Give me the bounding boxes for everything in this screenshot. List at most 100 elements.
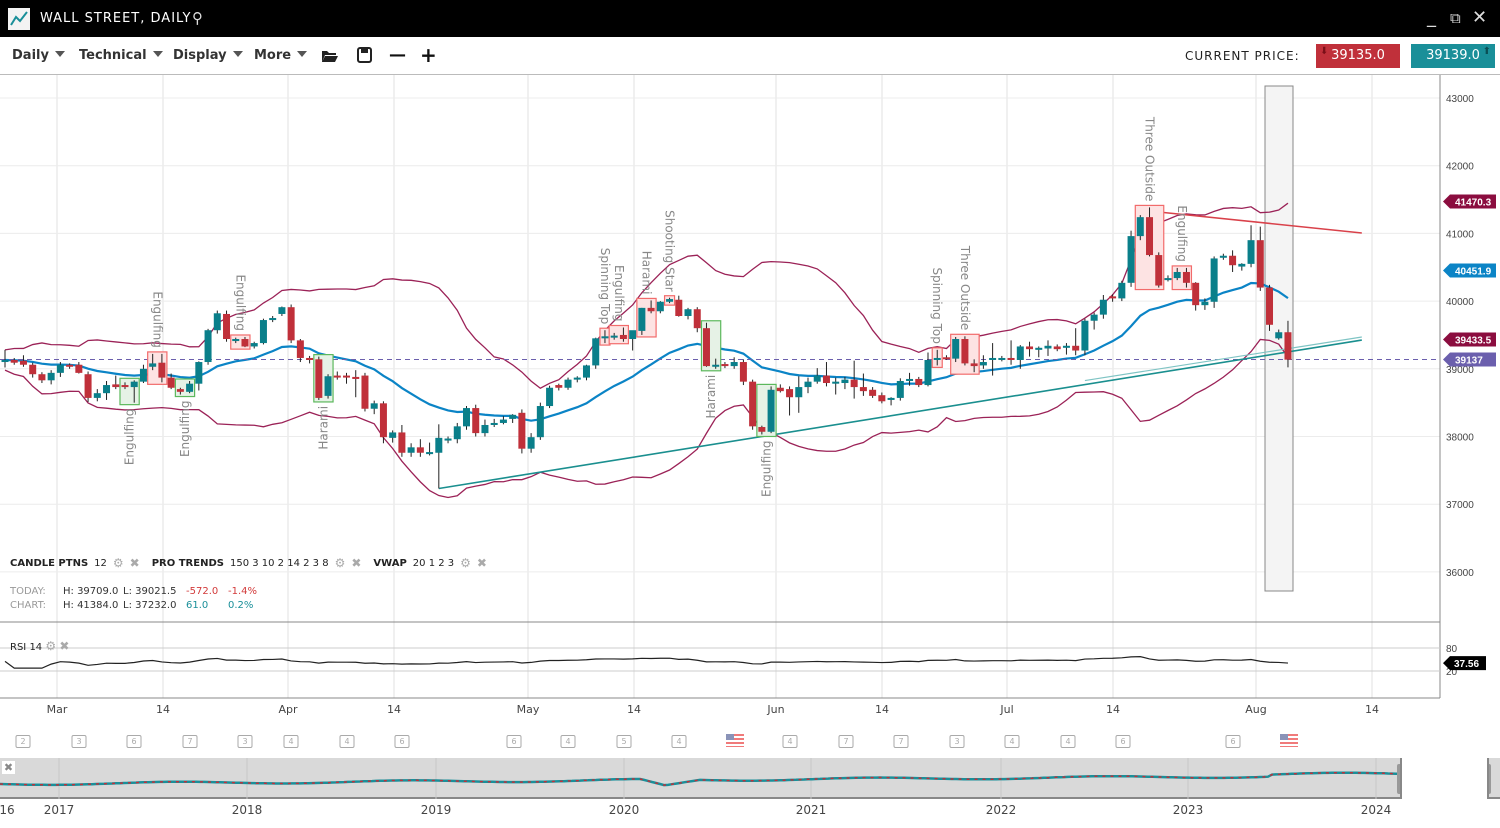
calendar-event-icon[interactable]: 3 xyxy=(237,735,253,748)
candle-body xyxy=(324,376,332,396)
calendar-event-icon[interactable]: 5 xyxy=(616,735,632,748)
search-icon[interactable]: ⚲ xyxy=(192,9,203,27)
calendar-event-icon[interactable]: 4 xyxy=(283,735,299,748)
candle xyxy=(555,383,563,391)
pattern-label: Three Outside xyxy=(958,245,972,331)
candle-body xyxy=(906,378,914,381)
candle xyxy=(186,380,194,394)
candle-body xyxy=(1007,357,1015,360)
calendar-event-icon[interactable]: 2 xyxy=(15,735,31,748)
pattern-label: Harami xyxy=(704,375,718,419)
candle xyxy=(887,397,895,406)
candle xyxy=(1201,298,1209,310)
calendar-event-icon[interactable]: 3 xyxy=(949,735,965,748)
candle-body xyxy=(942,357,950,360)
sell-price-button[interactable]: ⬇ 39135.0 xyxy=(1316,44,1400,68)
candle xyxy=(1266,284,1274,331)
candle-body xyxy=(1072,345,1080,351)
calendar-event-icon[interactable]: 7 xyxy=(893,735,909,748)
calendar-event-icon[interactable]: 4 xyxy=(1060,735,1076,748)
folder-open-icon[interactable] xyxy=(321,48,338,68)
x-tick-label: Jun xyxy=(767,703,785,716)
pattern-label: Engulfing xyxy=(150,291,164,348)
menu-display[interactable]: Display xyxy=(173,48,243,63)
title-bar: WALL STREET, DAILY ⚲ _ ⧉ ✕ xyxy=(0,0,1500,37)
candle-body xyxy=(1,359,9,363)
candle xyxy=(786,386,794,416)
calendar-event-icon[interactable]: 6 xyxy=(506,735,522,748)
candle-body xyxy=(832,381,840,384)
us-flag-icon[interactable] xyxy=(1280,734,1298,747)
calendar-event-icon[interactable]: 6 xyxy=(126,735,142,748)
calendar-event-icon[interactable]: 4 xyxy=(339,735,355,748)
chart-logo-icon xyxy=(8,8,30,30)
zoom-in-icon[interactable]: + xyxy=(420,43,437,67)
candle-body xyxy=(223,313,231,340)
candle-body xyxy=(149,363,157,367)
candle xyxy=(1081,318,1089,356)
us-flag-icon[interactable] xyxy=(726,734,744,747)
close-icon[interactable]: ✖ xyxy=(351,556,362,570)
price-tag-shape xyxy=(1443,332,1496,347)
candle-body xyxy=(389,432,397,438)
candle xyxy=(93,389,101,402)
save-icon[interactable] xyxy=(357,47,372,68)
candle xyxy=(767,386,775,434)
close-icon[interactable]: ✖ xyxy=(129,556,140,570)
calendar-event-icon[interactable]: 4 xyxy=(782,735,798,748)
price-tag: 39137 xyxy=(1443,352,1496,367)
candle xyxy=(112,375,120,390)
zoom-out-icon[interactable]: — xyxy=(389,45,406,65)
candle xyxy=(361,372,369,412)
candle-body xyxy=(176,389,184,392)
close-icon[interactable]: ✖ xyxy=(476,556,487,570)
candle-body xyxy=(924,359,932,386)
candle xyxy=(1090,312,1098,330)
calendar-event-icon[interactable]: 6 xyxy=(1225,735,1241,748)
calendar-event-icon[interactable]: 7 xyxy=(838,735,854,748)
buy-price-button[interactable]: 39139.0 ⬆ xyxy=(1411,44,1495,68)
candle xyxy=(398,424,406,457)
menu-daily[interactable]: Daily xyxy=(12,48,65,63)
calendar-event-icon[interactable]: 7 xyxy=(182,735,198,748)
navigator-window[interactable] xyxy=(1400,758,1489,799)
minimize-icon[interactable]: _ xyxy=(1427,7,1436,28)
sell-price: 39135.0 xyxy=(1331,48,1385,63)
calendar-event-icon[interactable]: 6 xyxy=(394,735,410,748)
x-tick-label: Aug xyxy=(1245,703,1267,716)
gear-icon[interactable]: ⚙ xyxy=(112,556,124,570)
gear-icon[interactable]: ⚙ xyxy=(45,639,57,653)
candle-body xyxy=(103,385,111,394)
candle xyxy=(1229,250,1237,272)
candle xyxy=(924,352,932,387)
candle xyxy=(306,355,314,364)
menu-technical[interactable]: Technical xyxy=(79,48,163,63)
gear-icon[interactable]: ⚙ xyxy=(460,556,471,570)
candle-body xyxy=(970,363,978,367)
calendar-event-icon[interactable]: 4 xyxy=(671,735,687,748)
gear-icon[interactable]: ⚙ xyxy=(334,556,346,570)
price-tag: 41470.3 xyxy=(1443,194,1496,209)
popout-icon[interactable]: ⧉ xyxy=(1450,9,1461,27)
close-icon[interactable]: ✖ xyxy=(2,761,15,774)
close-icon[interactable]: ✕ xyxy=(1472,7,1488,28)
calendar-event-icon[interactable]: 3 xyxy=(71,735,87,748)
close-icon[interactable]: ✖ xyxy=(59,639,70,653)
candle xyxy=(453,422,461,444)
y-tick-label: 41000 xyxy=(1446,229,1474,240)
price-chart[interactable]: 43000 42000 41000 40000 39000 38000 37000 36000… xyxy=(0,75,1500,700)
candle-body xyxy=(841,379,849,384)
candle xyxy=(84,371,92,402)
calendar-event-icon[interactable]: 4 xyxy=(1004,735,1020,748)
candle xyxy=(998,355,1006,362)
candle-body xyxy=(896,380,904,398)
candle xyxy=(490,418,498,428)
candle xyxy=(942,355,950,360)
candle xyxy=(213,310,221,334)
menu-more[interactable]: More xyxy=(254,48,308,63)
candle-body xyxy=(749,381,757,427)
calendar-event-icon[interactable]: 6 xyxy=(1115,735,1131,748)
calendar-event-icon[interactable]: 4 xyxy=(560,735,576,748)
y-tick-label: 42000 xyxy=(1446,162,1474,173)
navigator[interactable]: ✖ xyxy=(0,758,1500,799)
